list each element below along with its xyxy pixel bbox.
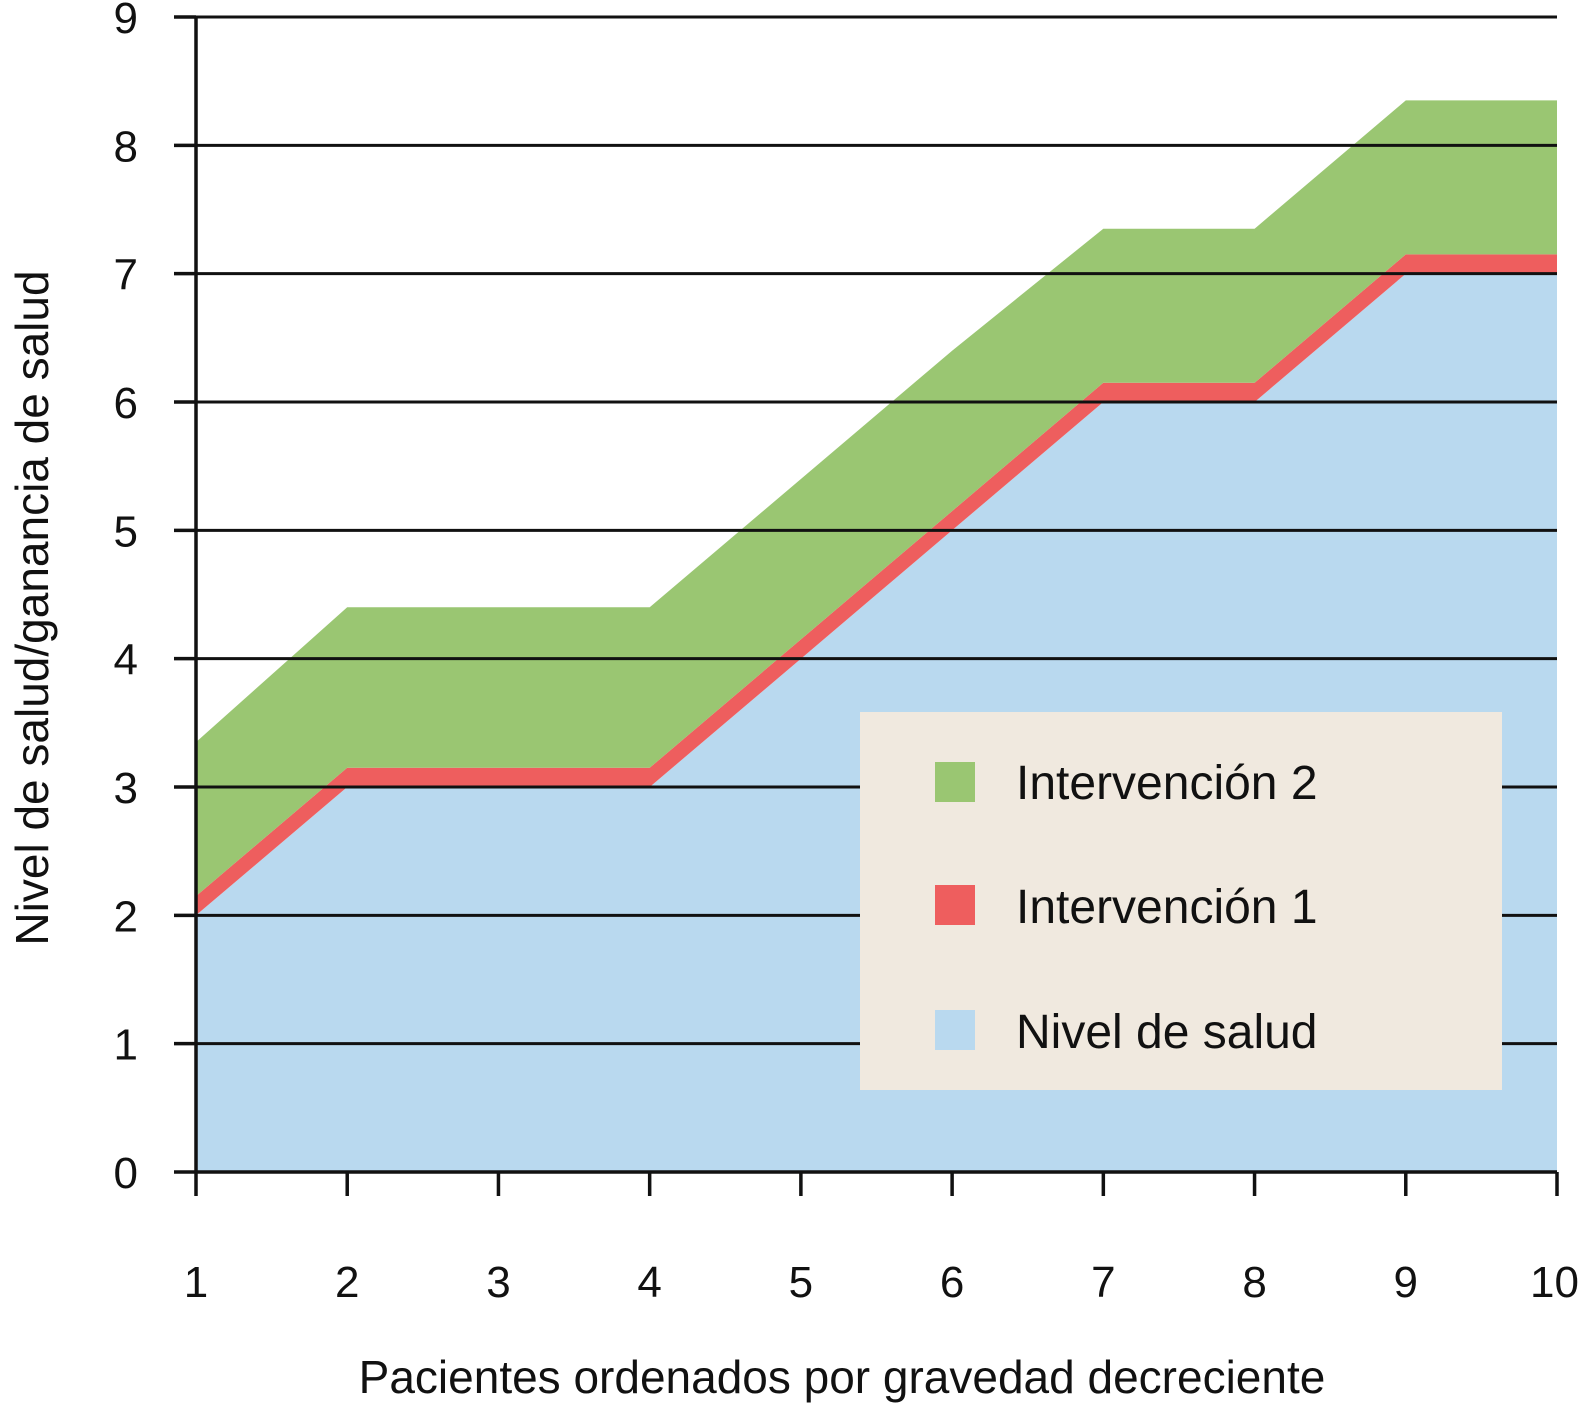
y-axis-title: Nivel de salud/ganancia de salud bbox=[6, 270, 58, 945]
legend-swatch-intervencion-2 bbox=[935, 762, 975, 802]
y-tick-label-1: 1 bbox=[114, 1021, 138, 1070]
y-tick-label-0: 0 bbox=[114, 1149, 138, 1198]
y-tick-label-9: 9 bbox=[114, 0, 138, 43]
x-tick-label-9: 9 bbox=[1394, 1258, 1418, 1307]
y-tick-label-3: 3 bbox=[114, 764, 138, 813]
legend-swatch-intervencion-1 bbox=[935, 885, 975, 925]
x-tick-label-6: 6 bbox=[940, 1258, 964, 1307]
legend-label-nivel-de-salud: Nivel de salud bbox=[1016, 1006, 1318, 1059]
x-tick-label-1: 1 bbox=[184, 1258, 208, 1307]
y-tick-label-4: 4 bbox=[114, 636, 138, 685]
x-tick-label-8: 8 bbox=[1242, 1258, 1266, 1307]
y-tick-label-8: 8 bbox=[114, 122, 138, 171]
y-tick-label-6: 6 bbox=[114, 379, 138, 428]
x-tick-label-5: 5 bbox=[789, 1258, 813, 1307]
area-intervencion-2 bbox=[196, 100, 1557, 897]
axes bbox=[174, 15, 1559, 1196]
x-tick-label-3: 3 bbox=[486, 1258, 510, 1307]
x-axis-title: Pacientes ordenados por gravedad decreci… bbox=[359, 1351, 1326, 1403]
legend: Intervención 2 Intervención 1 Nivel de s… bbox=[860, 712, 1502, 1090]
x-tick-label-4: 4 bbox=[637, 1258, 661, 1307]
legend-label-intervencion-2: Intervención 2 bbox=[1016, 757, 1318, 810]
legend-swatch-nivel-de-salud bbox=[935, 1010, 975, 1050]
x-tick-label-2: 2 bbox=[335, 1258, 359, 1307]
legend-label-intervencion-1: Intervención 1 bbox=[1016, 881, 1318, 934]
x-tick-label-10: 10 bbox=[1530, 1258, 1579, 1307]
y-tick-labels: 0 1 2 3 4 5 6 7 8 9 bbox=[114, 0, 138, 1198]
x-tick-labels: 1 2 3 4 5 6 7 8 9 10 bbox=[184, 1258, 1579, 1307]
x-tick-label-7: 7 bbox=[1091, 1258, 1115, 1307]
area-intervencion-1 bbox=[196, 254, 1557, 916]
y-tick-label-2: 2 bbox=[114, 892, 138, 941]
y-tick-label-5: 5 bbox=[114, 507, 138, 556]
y-tick-label-7: 7 bbox=[114, 251, 138, 300]
